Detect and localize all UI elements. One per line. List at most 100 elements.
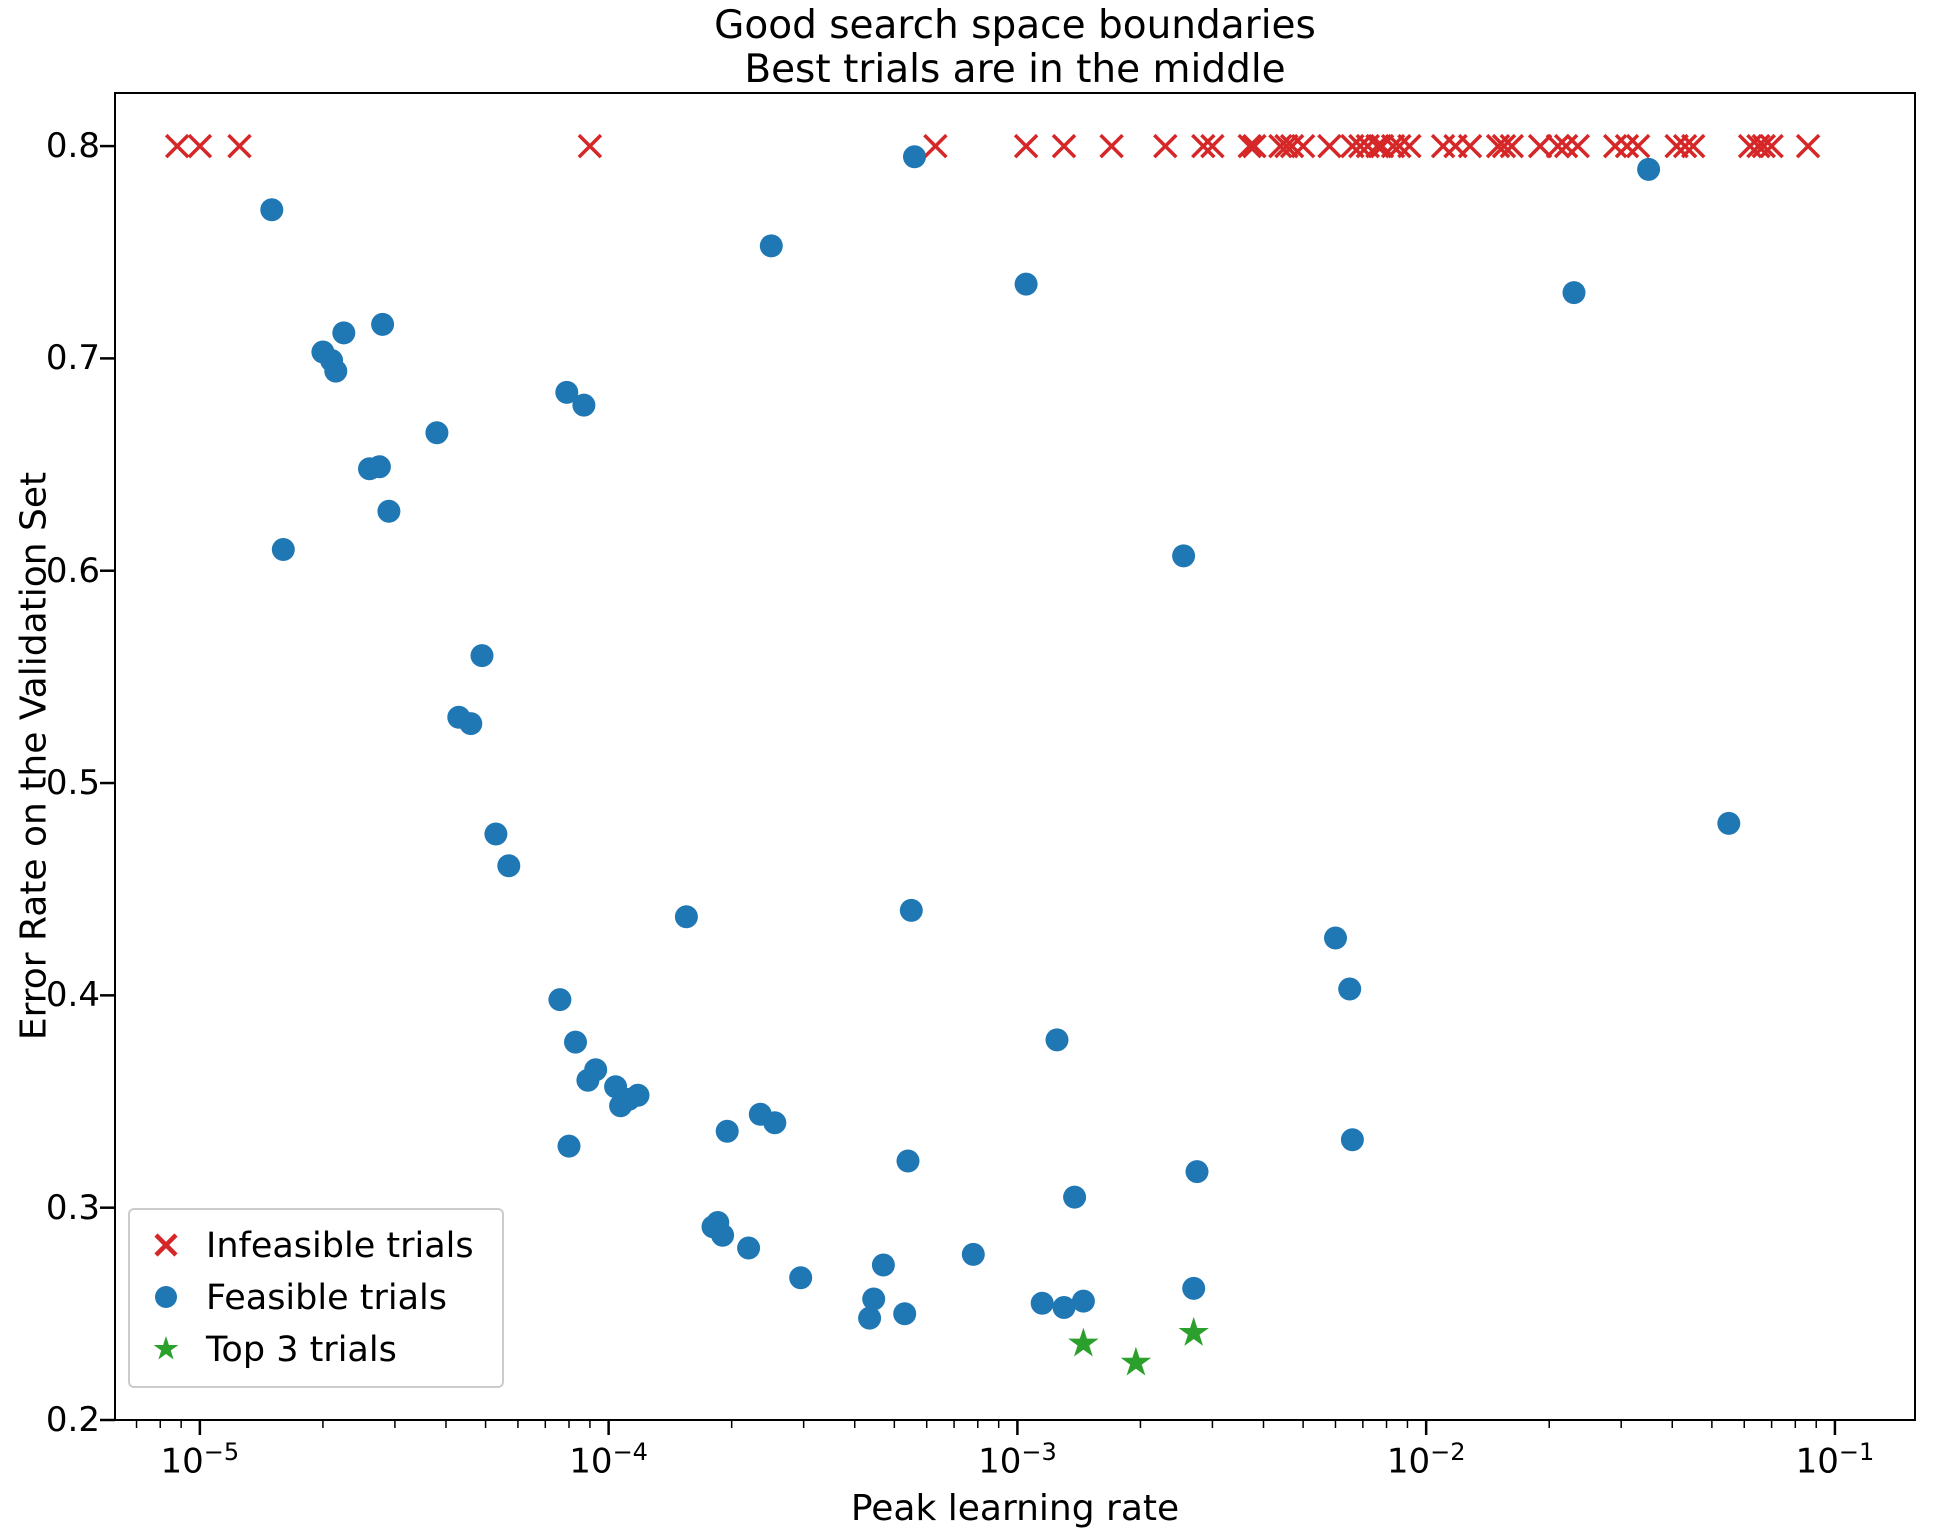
top-trial-marker — [1068, 1327, 1099, 1357]
feasible-trial-marker — [425, 421, 449, 445]
infeasible-trial-marker — [1268, 133, 1293, 159]
infeasible-trial-marker — [1751, 133, 1777, 159]
feasible-trial-marker — [858, 1306, 882, 1330]
feasible-trial-marker — [763, 1111, 787, 1135]
infeasible-trial-marker — [1625, 133, 1651, 159]
infeasible-trial-marker — [1242, 133, 1267, 159]
chart-title-line2: Best trials are in the middle — [744, 46, 1286, 92]
circle-marker-icon — [155, 1286, 177, 1308]
x-tick-label: 10−1 — [1795, 1438, 1875, 1482]
infeasible-trial-marker — [1430, 133, 1456, 159]
feasible-trial-marker — [1045, 1028, 1069, 1052]
infeasible-trial-marker — [1672, 133, 1698, 159]
x-marker-icon — [154, 1233, 178, 1257]
feasible-trial-marker — [896, 1149, 920, 1173]
y-tick-label: 0.2 — [45, 1400, 100, 1440]
feasible-trial-marker — [1340, 1128, 1364, 1152]
feasible-trial-marker — [737, 1236, 761, 1260]
feasible-trial-marker — [470, 644, 494, 668]
infeasible-trial-marker — [227, 133, 252, 159]
feasible-trial-marker — [371, 312, 395, 336]
legend-item-infeasible: Infeasible trials — [144, 1226, 474, 1266]
infeasible-trial-marker — [1279, 133, 1305, 159]
infeasible-trial-marker — [923, 133, 948, 159]
legend-item-feasible: Feasible trials — [144, 1278, 474, 1318]
feasible-trial-marker — [899, 898, 923, 922]
feasible-trial-marker — [572, 393, 596, 417]
x-tick-label: 10−5 — [160, 1438, 240, 1482]
infeasible-trial-marker — [1200, 133, 1225, 159]
feasible-trial-marker — [903, 145, 926, 169]
feasible-trial-marker — [1637, 157, 1661, 181]
top-trial-marker — [1120, 1346, 1152, 1376]
infeasible-trial-marker — [1397, 133, 1422, 159]
infeasible-trial-marker — [187, 133, 213, 159]
y-tick-label: 0.8 — [45, 126, 100, 167]
y-tick-label: 0.7 — [45, 338, 100, 379]
infeasible-trial-marker — [1237, 133, 1262, 159]
feasible-trial-marker — [557, 1134, 581, 1158]
x-tick-label: 10−4 — [569, 1438, 648, 1482]
feasible-trial-marker — [1172, 544, 1196, 568]
feasible-trial-marker — [1717, 811, 1741, 835]
feasible-trial-marker — [871, 1253, 895, 1277]
feasible-trial-marker — [626, 1083, 650, 1107]
legend: Infeasible trials Feasible trials Top 3 … — [128, 1208, 504, 1388]
legend-item-top3: Top 3 trials — [144, 1330, 474, 1370]
infeasible-trial-marker — [1499, 133, 1525, 159]
feasible-trial-marker — [674, 905, 698, 929]
infeasible-trial-marker — [1051, 133, 1077, 159]
infeasible-trial-marker — [1553, 133, 1579, 159]
infeasible-trial-marker — [1013, 133, 1039, 159]
chart-title: Good search space boundaries Best trials… — [115, 4, 1915, 91]
infeasible-trial-marker — [1369, 133, 1395, 159]
feasible-trial-marker — [377, 499, 401, 523]
infeasible-trial-marker — [1680, 133, 1706, 159]
feasible-trial-marker — [1052, 1296, 1076, 1319]
infeasible-trial-marker — [1317, 133, 1342, 159]
x-tick-label: 10−2 — [1386, 1438, 1466, 1482]
feasible-trial-marker — [548, 988, 572, 1012]
infeasible-trial-marker — [1099, 133, 1124, 159]
x-axis-label: Peak learning rate — [850, 1488, 1180, 1529]
infeasible-trial-marker — [1457, 133, 1483, 159]
feasible-trial-marker — [564, 1030, 587, 1054]
feasible-trial-marker — [759, 234, 783, 258]
x-tick-label: 10−3 — [978, 1438, 1057, 1482]
feasible-trial-marker — [324, 359, 348, 383]
y-tick-label: 0.4 — [45, 975, 100, 1016]
legend-label-infeasible: Infeasible trials — [206, 1226, 474, 1266]
feasible-trial-marker — [1185, 1160, 1209, 1184]
chart-title-line1: Good search space boundaries — [714, 3, 1316, 48]
feasible-trial-marker — [1071, 1289, 1095, 1313]
infeasible-trial-marker — [1565, 133, 1591, 159]
y-tick-label: 0.5 — [45, 763, 100, 804]
feasible-trial-marker — [332, 321, 356, 345]
feasible-trial-marker — [584, 1058, 608, 1082]
feasible-trial-marker — [555, 380, 579, 404]
infeasible-trial-marker — [577, 133, 603, 159]
feasible-trial-marker — [367, 455, 391, 479]
infeasible-trial-marker — [1614, 133, 1640, 159]
feasible-trial-marker — [715, 1119, 739, 1143]
feasible-trial-marker — [711, 1223, 735, 1247]
top-trial-marker — [1178, 1316, 1209, 1346]
feasible-trial-marker — [961, 1242, 985, 1266]
legend-label-top3: Top 3 trials — [206, 1330, 397, 1370]
feasible-trial-marker — [1324, 926, 1347, 950]
axes-spines — [114, 92, 1916, 1421]
feasible-trial-marker — [1030, 1291, 1054, 1315]
infeasible-trial-marker — [1795, 133, 1821, 159]
feasible-trial-marker — [789, 1266, 813, 1290]
infeasible-trial-marker — [1153, 133, 1178, 159]
feasible-trial-marker — [893, 1302, 917, 1326]
feasible-trial-marker — [1014, 272, 1038, 296]
feasible-trial-marker — [497, 854, 521, 878]
infeasible-trial-marker — [1387, 133, 1412, 159]
infeasible-trial-marker — [1491, 133, 1517, 159]
feasible-trial-marker — [1338, 977, 1362, 1001]
feasible-trial-marker — [1063, 1185, 1087, 1209]
feasible-trial-marker — [1182, 1276, 1206, 1300]
infeasible-trial-marker — [1602, 133, 1628, 159]
